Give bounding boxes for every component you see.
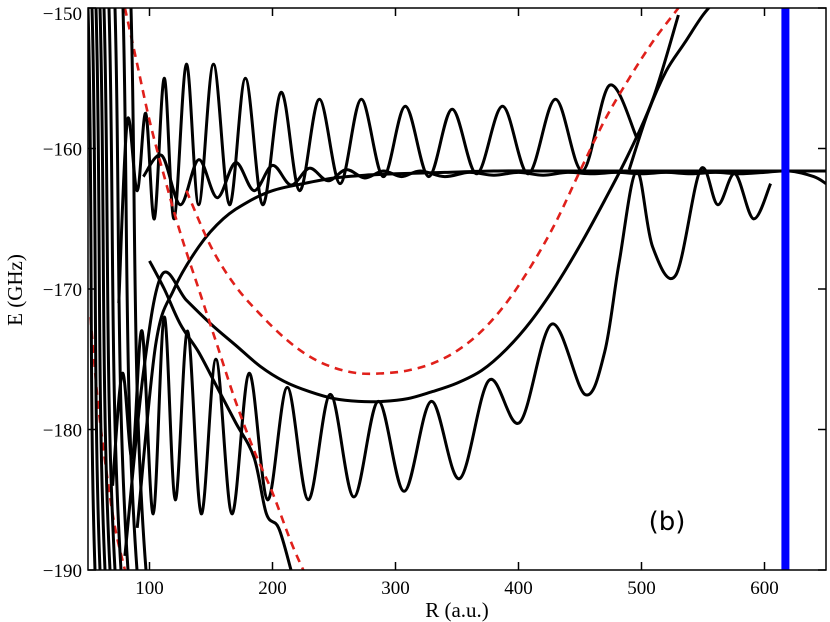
steep-curve-2: [94, 8, 107, 570]
series-upper-oscillation: [117, 62, 638, 304]
panel-label: (b): [649, 507, 686, 537]
series-upper-branch: [627, 8, 711, 171]
x-tick-label: 300: [381, 578, 410, 599]
series-lower-oscillation: [111, 166, 772, 516]
y-tick-label: −190: [43, 561, 82, 582]
series-rising-curve: [135, 169, 826, 529]
steep-curve-6: [113, 8, 130, 570]
x-axis-label: R (a.u.): [425, 598, 489, 622]
curves-group: [89, 8, 826, 570]
x-tick-label: 100: [135, 578, 164, 599]
steep-curve-8: [129, 8, 148, 570]
steep-curve-5: [107, 8, 123, 570]
series-adiabatic-well: [123, 14, 680, 557]
x-tick-label: 500: [627, 578, 656, 599]
y-tick-label: −160: [43, 140, 82, 161]
steep-curve-7: [121, 8, 139, 570]
series-dashed-well: [185, 8, 680, 376]
ticks-group: 100 200 300 400 500 600 −190 −180 −170 −160 −150: [43, 4, 826, 599]
x-tick-label: 600: [750, 578, 779, 599]
left-steep-curves: [88, 8, 148, 570]
steep-curve-4: [102, 8, 117, 570]
y-axis-label: E (GHz): [3, 254, 27, 326]
x-tick-label: 400: [504, 578, 533, 599]
x-tick-label: 200: [258, 578, 287, 599]
y-tick-label: −170: [43, 280, 82, 301]
y-tick-label: −180: [43, 421, 82, 442]
series-left-descending: [148, 260, 293, 570]
steep-curve-3: [98, 8, 112, 570]
y-tick-label: −150: [43, 4, 82, 25]
